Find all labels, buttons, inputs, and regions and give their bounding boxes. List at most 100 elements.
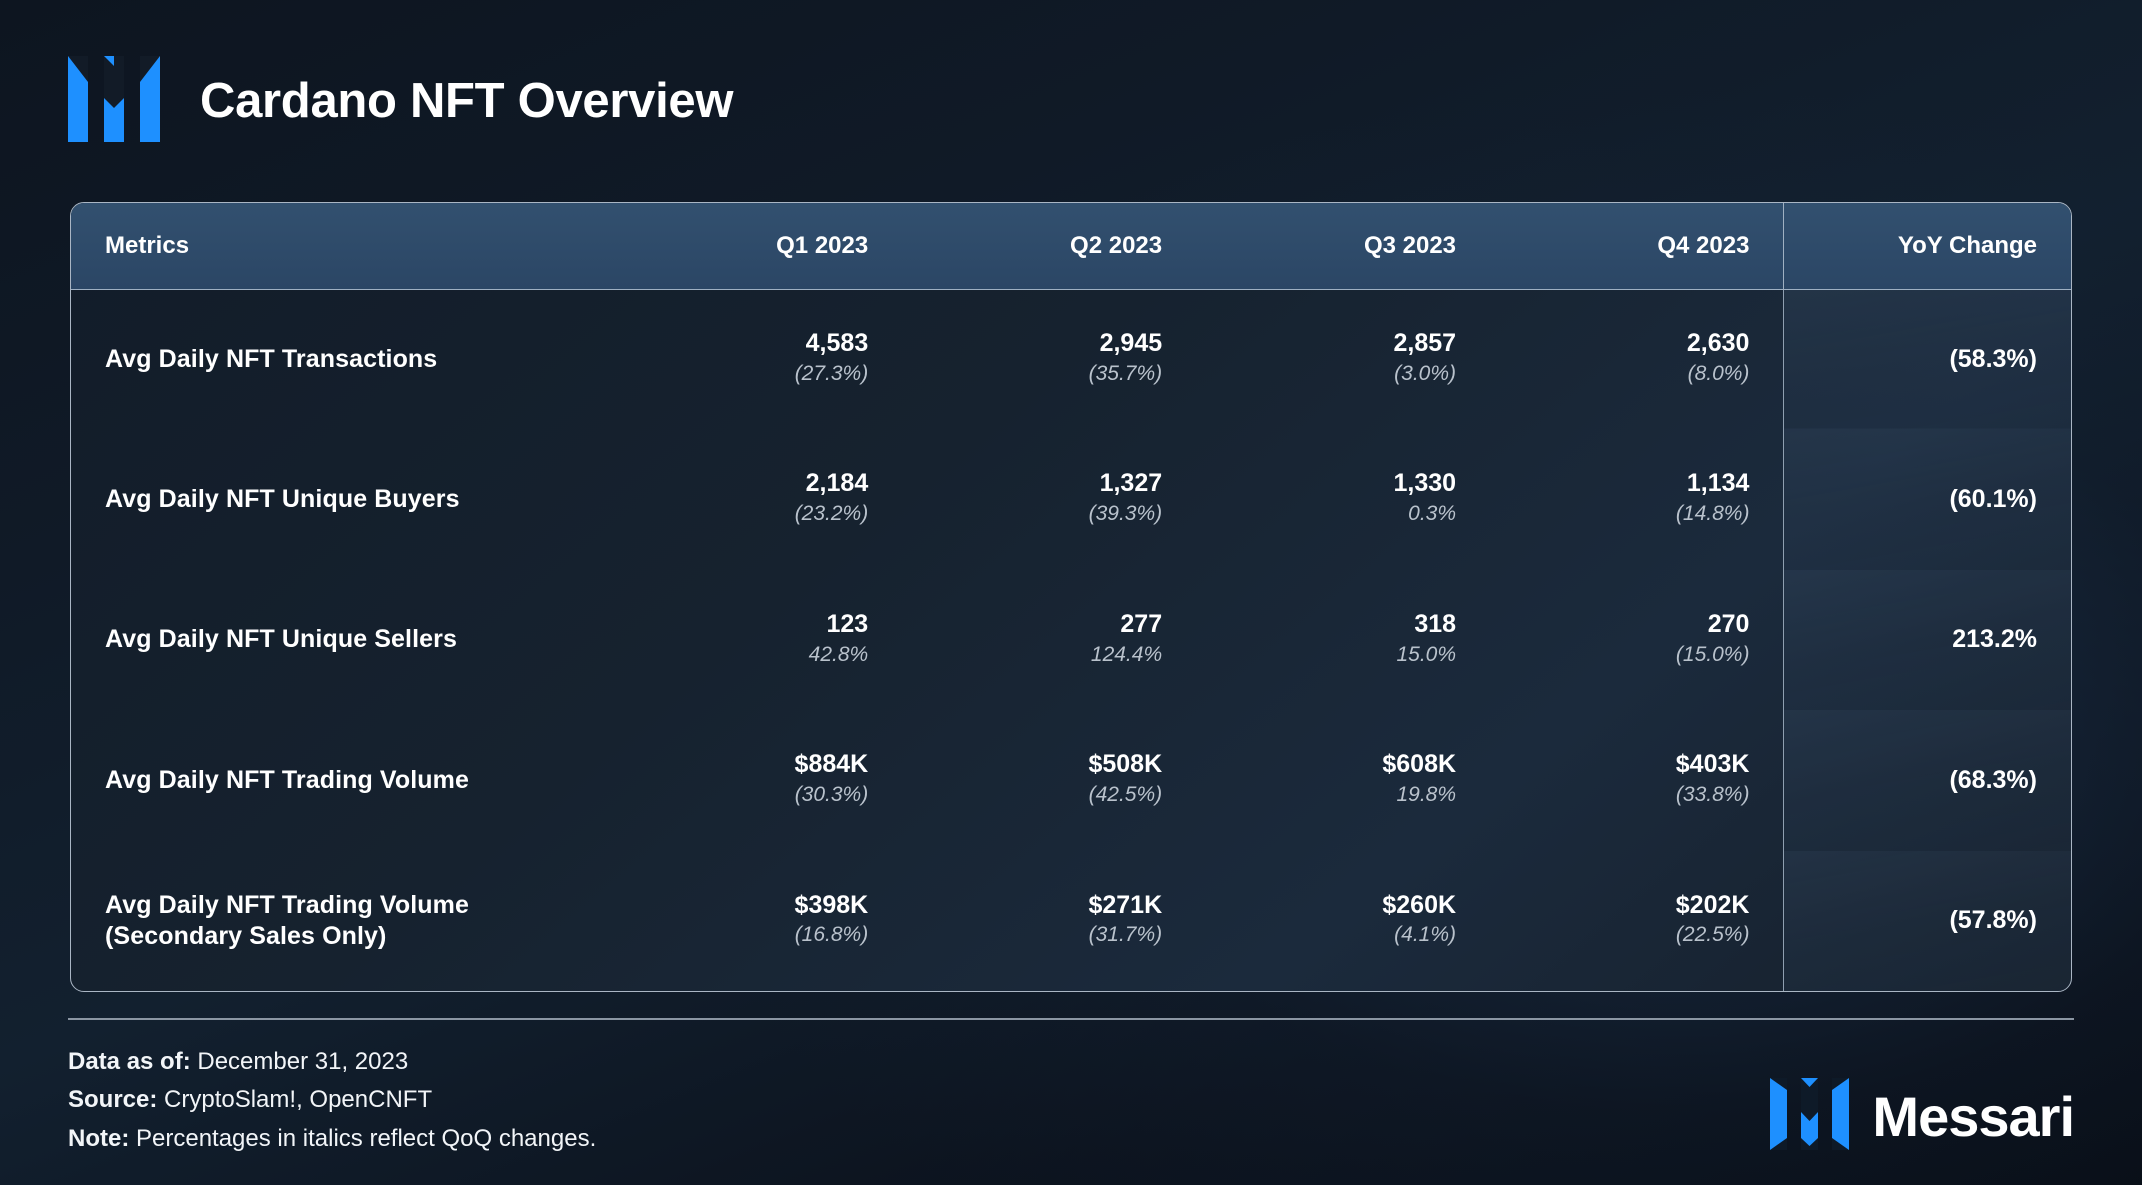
metrics-table: Metrics Q1 2023 Q2 2023 Q3 2023 Q4 2023 … — [71, 203, 2071, 991]
column-header-q1-2023[interactable]: Q1 2023 — [608, 203, 903, 290]
table-row: Avg Daily NFT Trading Volume $884K (30.3… — [71, 710, 2071, 851]
cell-q3: 2,857 (3.0%) — [1196, 289, 1490, 429]
cell-q4: 1,134 (14.8%) — [1490, 429, 1784, 569]
cell-value: 270 — [1707, 609, 1750, 638]
cell-qoq-change: (31.7%) — [1088, 923, 1163, 947]
table-row: Avg Daily NFT Trading Volume (Secondary … — [71, 850, 2071, 991]
column-header-q2-2023[interactable]: Q2 2023 — [902, 203, 1197, 290]
footer-source: Source: CryptoSlam!, OpenCNFT — [68, 1081, 596, 1120]
cell-qoq-change: (33.8%) — [1675, 782, 1750, 806]
cell-qoq-change: (4.1%) — [1394, 923, 1457, 947]
cell-value: 2,945 — [1099, 329, 1163, 358]
cell-qoq-change: (3.0%) — [1394, 362, 1457, 386]
footer-source-label: Source: — [68, 1086, 158, 1114]
cell-value: $608K — [1382, 750, 1457, 779]
cell-value: $202K — [1675, 890, 1750, 919]
row-label: Avg Daily NFT Trading Volume — [71, 710, 608, 850]
cell-q3: 318 15.0% — [1196, 570, 1490, 710]
footer-notes: Data as of: December 31, 2023 Source: Cr… — [68, 1043, 596, 1160]
cell-qoq-change: (8.0%) — [1687, 362, 1750, 386]
cell-qoq-change: (16.8%) — [794, 923, 869, 947]
cell-value: $403K — [1675, 750, 1750, 779]
cell-value: 318 — [1414, 609, 1457, 638]
footer-data-as-of-value: December 31, 2023 — [197, 1047, 409, 1075]
cell-q4: 270 (15.0%) — [1490, 570, 1784, 710]
row-label-line1: Avg Daily NFT Trading Volume — [105, 890, 469, 919]
cell-q2: 2,945 (35.7%) — [902, 289, 1196, 429]
cell-value: $508K — [1088, 750, 1163, 779]
cell-q2: $508K (42.5%) — [902, 710, 1196, 850]
cell-value: 1,327 — [1099, 469, 1163, 498]
cell-yoy: 213.2% — [1783, 569, 2071, 711]
footer-divider — [68, 1018, 2074, 1020]
cell-yoy: (60.1%) — [1783, 429, 2071, 570]
row-label-line1: Avg Daily NFT Unique Buyers — [105, 484, 460, 513]
cell-value: 1,134 — [1686, 469, 1750, 498]
cell-value: 277 — [1120, 609, 1163, 638]
cell-qoq-change: 19.8% — [1396, 782, 1457, 806]
messari-m-logo-icon — [68, 55, 160, 147]
footer-body: Data as of: December 31, 2023 Source: Cr… — [68, 1043, 2075, 1160]
cell-value: 2,857 — [1393, 329, 1457, 358]
cell-value: $271K — [1088, 890, 1163, 919]
cell-value: 123 — [826, 609, 869, 638]
cell-q4: 2,630 (8.0%) — [1490, 289, 1784, 429]
cell-q3: $608K 19.8% — [1196, 710, 1490, 850]
row-label: Avg Daily NFT Trading Volume (Secondary … — [71, 851, 608, 991]
table-body: Avg Daily NFT Transactions 4,583 (27.3%)… — [71, 289, 2071, 991]
cell-q2: $271K (31.7%) — [902, 851, 1196, 991]
messari-wordmark: Messari — [1872, 1084, 2075, 1148]
footer-data-as-of: Data as of: December 31, 2023 — [68, 1043, 596, 1082]
table-header-row: Metrics Q1 2023 Q2 2023 Q3 2023 Q4 2023 … — [71, 203, 2071, 290]
cell-yoy: (57.8%) — [1783, 850, 2071, 991]
column-header-q3-2023[interactable]: Q3 2023 — [1196, 203, 1491, 290]
cell-yoy: (58.3%) — [1783, 289, 2071, 430]
column-header-metrics[interactable]: Metrics — [71, 203, 609, 290]
cell-qoq-change: (30.3%) — [794, 782, 869, 806]
footer-note-value: Percentages in italics reflect QoQ chang… — [136, 1125, 597, 1153]
table-row: Avg Daily NFT Unique Buyers 2,184 (23.2%… — [71, 429, 2071, 570]
cell-q4: $403K (33.8%) — [1490, 710, 1784, 850]
cell-qoq-change: (35.7%) — [1088, 362, 1163, 386]
row-label-line1: Avg Daily NFT Trading Volume — [105, 765, 469, 794]
cell-qoq-change: (15.0%) — [1675, 642, 1750, 666]
cell-qoq-change: 0.3% — [1408, 502, 1457, 526]
cell-q4: $202K (22.5%) — [1490, 851, 1784, 991]
cell-value: $260K — [1382, 890, 1457, 919]
footer-source-value: CryptoSlam!, OpenCNFT — [164, 1086, 433, 1114]
cell-q1: $884K (30.3%) — [608, 710, 902, 850]
cell-value: 4,583 — [805, 329, 869, 358]
cell-q1: 123 42.8% — [608, 570, 902, 710]
messari-m-logo-icon — [1770, 1078, 1850, 1155]
cell-q3: 1,330 0.3% — [1196, 429, 1490, 569]
column-header-q4-2023[interactable]: Q4 2023 — [1490, 203, 1784, 290]
cell-qoq-change: (14.8%) — [1675, 502, 1750, 526]
row-label-line2: (Secondary Sales Only) — [105, 921, 387, 950]
cell-q2: 277 124.4% — [902, 570, 1196, 710]
row-label-line1: Avg Daily NFT Unique Sellers — [105, 625, 457, 654]
cell-qoq-change: 42.8% — [808, 642, 869, 666]
cell-value: $398K — [794, 890, 869, 919]
cell-qoq-change: (27.3%) — [794, 362, 869, 386]
table-row: Avg Daily NFT Unique Sellers 123 42.8% 2… — [71, 569, 2071, 711]
cell-q1: 4,583 (27.3%) — [608, 289, 902, 429]
cell-value: 2,184 — [805, 469, 869, 498]
header: Cardano NFT Overview — [0, 0, 2142, 160]
footer-data-as-of-label: Data as of: — [68, 1047, 191, 1075]
row-label: Avg Daily NFT Unique Buyers — [71, 429, 608, 569]
cell-q1: $398K (16.8%) — [608, 851, 902, 991]
cell-qoq-change: (22.5%) — [1675, 923, 1750, 947]
row-label-line1: Avg Daily NFT Transactions — [105, 344, 438, 373]
row-label: Avg Daily NFT Unique Sellers — [71, 570, 608, 710]
column-header-yoy-change[interactable]: YoY Change — [1783, 203, 2071, 290]
cell-value: 1,330 — [1393, 469, 1457, 498]
cell-yoy: (68.3%) — [1783, 710, 2071, 851]
cell-qoq-change: (39.3%) — [1088, 502, 1163, 526]
cell-qoq-change: 15.0% — [1396, 642, 1457, 666]
footer: Data as of: December 31, 2023 Source: Cr… — [68, 1018, 2075, 1168]
messari-brand-logo: Messari — [1770, 1078, 2075, 1159]
metrics-table-card: Metrics Q1 2023 Q2 2023 Q3 2023 Q4 2023 … — [70, 202, 2072, 992]
cell-value: $884K — [794, 750, 869, 779]
cell-qoq-change: 124.4% — [1090, 642, 1163, 666]
